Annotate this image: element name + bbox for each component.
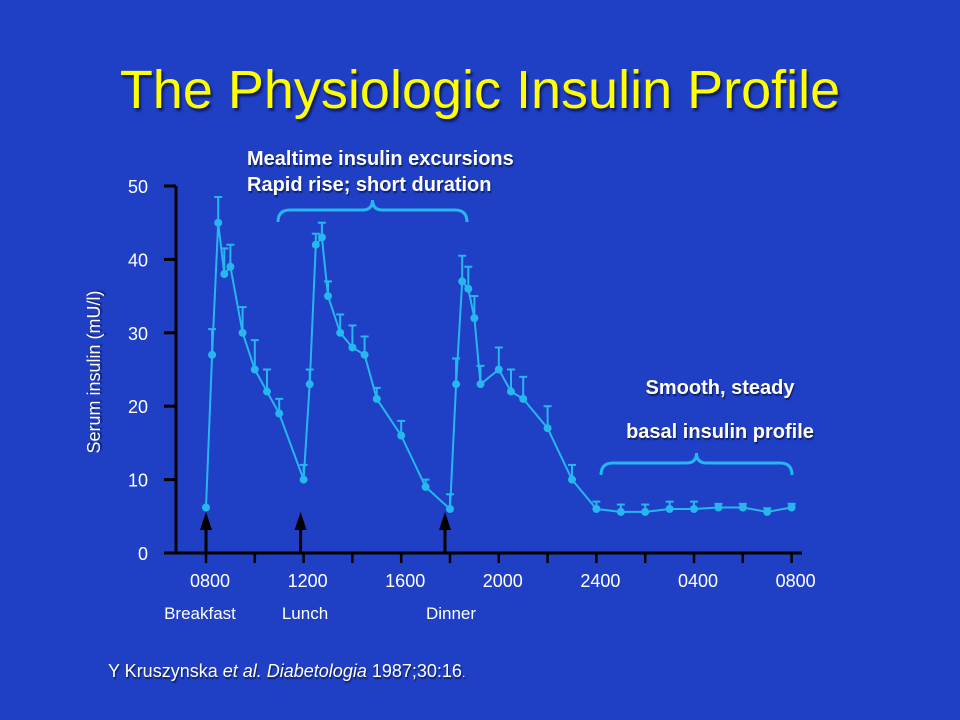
- x-tick-label: 0800: [190, 571, 230, 591]
- meal-arrow-head: [200, 512, 212, 530]
- meal-arrow-head: [294, 512, 307, 530]
- data-point: [250, 365, 259, 374]
- data-point: [738, 503, 747, 512]
- meal-label: Breakfast: [164, 604, 236, 623]
- data-point: [464, 284, 473, 293]
- data-point: [519, 394, 528, 403]
- data-point: [220, 270, 229, 279]
- error-bars: [208, 196, 796, 512]
- data-point: [263, 387, 271, 396]
- data-point: [476, 380, 485, 389]
- data-point: [616, 507, 625, 516]
- basal-brace: [599, 452, 794, 476]
- data-point: [324, 292, 332, 301]
- x-tick-label: 1200: [288, 571, 328, 591]
- data-point: [311, 240, 320, 249]
- citation: Y Kruszynska et al. Diabetologia 1987;30…: [108, 660, 465, 684]
- data-point: [458, 277, 467, 286]
- x-tick-label: 2400: [580, 571, 620, 591]
- basal-note-line1: Smooth, steady: [645, 377, 795, 399]
- data-point: [226, 262, 235, 271]
- y-tick-label: 20: [128, 397, 148, 417]
- data-point: [763, 507, 772, 516]
- mealtime-note: Mealtime insulin excursions Rapid rise; …: [247, 146, 514, 198]
- x-tick-label: 1600: [385, 571, 425, 591]
- data-point: [299, 475, 308, 484]
- basal-note-line2: basal insulin profile: [626, 421, 814, 443]
- data-point: [665, 504, 674, 513]
- mealtime-brace: [276, 199, 469, 223]
- data-point: [238, 328, 247, 337]
- meal-labels: Breakfast Lunch Dinner: [164, 604, 476, 623]
- mealtime-note-line1: Mealtime insulin excursions: [247, 148, 514, 170]
- y-tick-label: 0: [138, 544, 148, 564]
- data-point: [494, 365, 503, 374]
- data-point: [348, 343, 357, 352]
- data-point: [372, 394, 381, 403]
- data-point: [714, 503, 723, 512]
- meal-label: Lunch: [282, 604, 328, 623]
- data-point: [446, 504, 454, 513]
- chart-axes: [164, 184, 802, 563]
- data-point: [421, 482, 430, 491]
- tick-labels: 0 10 20 30 40 50 0800 1200 1600 2000 2400 0400 0800: [128, 177, 816, 591]
- basal-note: Smooth, steady basal insulin profile: [600, 366, 840, 454]
- citation-etal: et al.: [222, 661, 262, 681]
- citation-ref: 1987;30:16: [366, 661, 462, 681]
- y-tick-label: 50: [128, 177, 148, 197]
- citation-journal: Diabetologia: [266, 661, 367, 681]
- mealtime-note-line2: Rapid rise; short duration: [247, 174, 492, 196]
- data-point: [208, 350, 217, 359]
- data-point: [305, 380, 314, 389]
- y-tick-label: 40: [128, 250, 148, 270]
- x-tick-label: 2000: [483, 571, 523, 591]
- data-point: [317, 233, 326, 242]
- slide-title: The Physiologic Insulin Profile: [119, 60, 841, 120]
- x-tick-label: 0800: [776, 571, 816, 591]
- meal-arrows: [200, 512, 451, 553]
- meal-label: Dinner: [426, 604, 476, 623]
- data-point: [543, 424, 552, 433]
- data-point: [787, 503, 796, 512]
- y-tick-label: 10: [128, 471, 148, 491]
- data-point: [360, 350, 369, 359]
- data-point: [202, 503, 210, 512]
- data-points: [202, 218, 796, 516]
- data-point: [214, 218, 223, 227]
- meal-arrow-head: [439, 512, 451, 530]
- data-point: [690, 504, 698, 513]
- data-point: [568, 475, 576, 484]
- data-point: [275, 409, 284, 418]
- data-point: [507, 387, 515, 396]
- y-tick-label: 30: [128, 324, 148, 344]
- citation-author: Y Kruszynska: [108, 661, 223, 681]
- data-point: [397, 431, 406, 440]
- annotation-braces: [276, 199, 794, 476]
- x-tick-label: 0400: [678, 571, 718, 591]
- data-point: [592, 504, 601, 513]
- data-point: [452, 380, 461, 389]
- data-point: [470, 314, 479, 323]
- data-point: [336, 328, 345, 337]
- citation-dot: .: [461, 666, 466, 680]
- data-point: [641, 507, 650, 516]
- insulin-series-line: [205, 222, 792, 513]
